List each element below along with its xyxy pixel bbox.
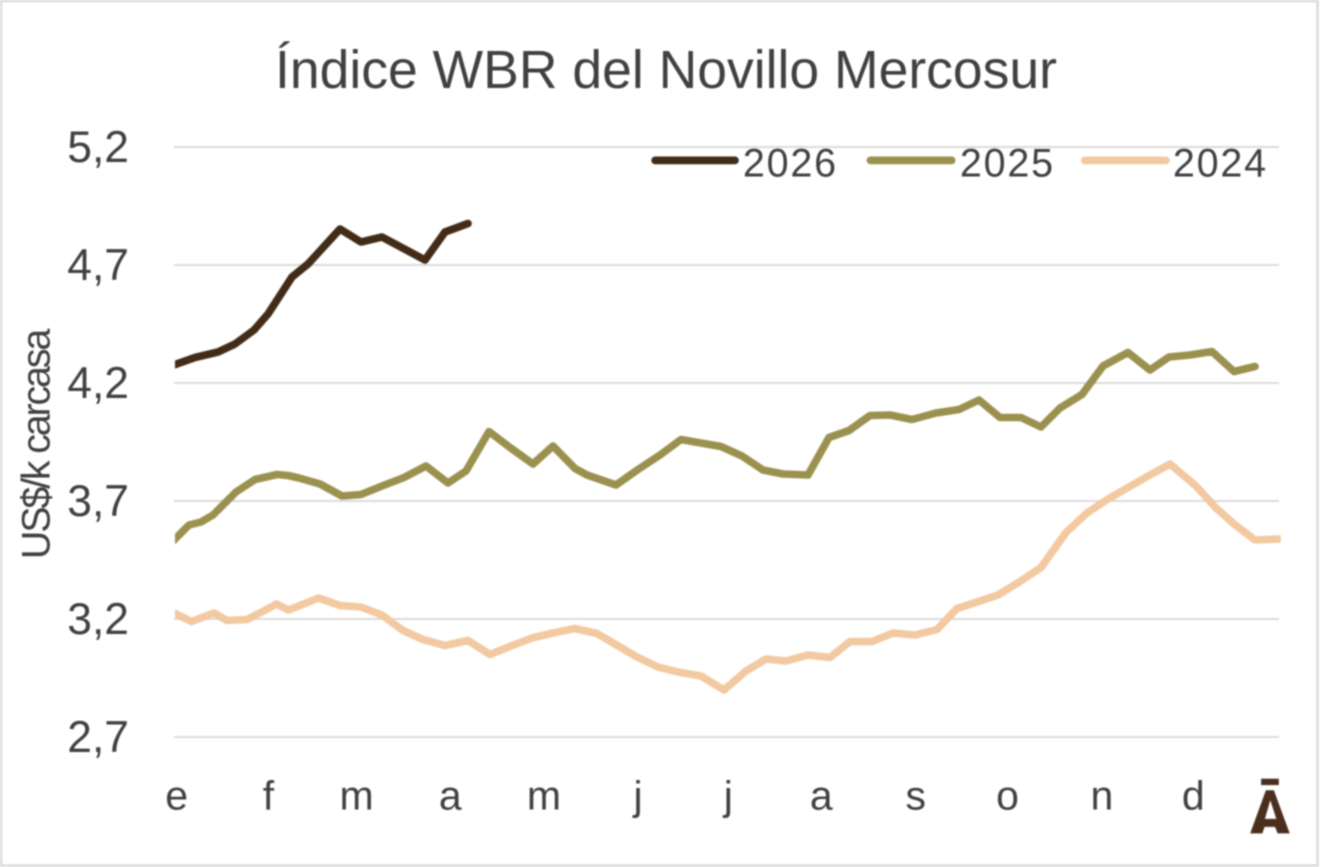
svg-text:2026: 2026	[743, 142, 838, 186]
svg-text:o: o	[996, 773, 1019, 819]
svg-text:2025: 2025	[960, 142, 1055, 186]
svg-text:US$/k carcasa: US$/k carcasa	[15, 329, 59, 559]
svg-text:3,7: 3,7	[67, 477, 129, 526]
svg-text:f: f	[263, 773, 275, 819]
svg-text:n: n	[1090, 773, 1113, 819]
svg-text:m: m	[527, 773, 561, 819]
svg-text:Índice WBR del Novillo Mercosu: Índice WBR del Novillo Mercosur	[275, 41, 1057, 100]
svg-text:a: a	[810, 773, 833, 819]
svg-text:e: e	[165, 773, 188, 819]
svg-text:4,7: 4,7	[67, 241, 129, 290]
svg-text:j: j	[632, 773, 642, 819]
svg-text:2,7: 2,7	[67, 713, 129, 762]
svg-text:d: d	[1182, 773, 1205, 819]
svg-text:a: a	[439, 773, 462, 819]
svg-text:m: m	[340, 773, 374, 819]
svg-text:4,2: 4,2	[67, 359, 129, 408]
svg-text:2024: 2024	[1173, 142, 1268, 186]
svg-text:j: j	[723, 773, 733, 819]
svg-text:5,2: 5,2	[67, 123, 129, 172]
svg-text:s: s	[905, 773, 926, 819]
svg-text:3,2: 3,2	[67, 595, 129, 644]
